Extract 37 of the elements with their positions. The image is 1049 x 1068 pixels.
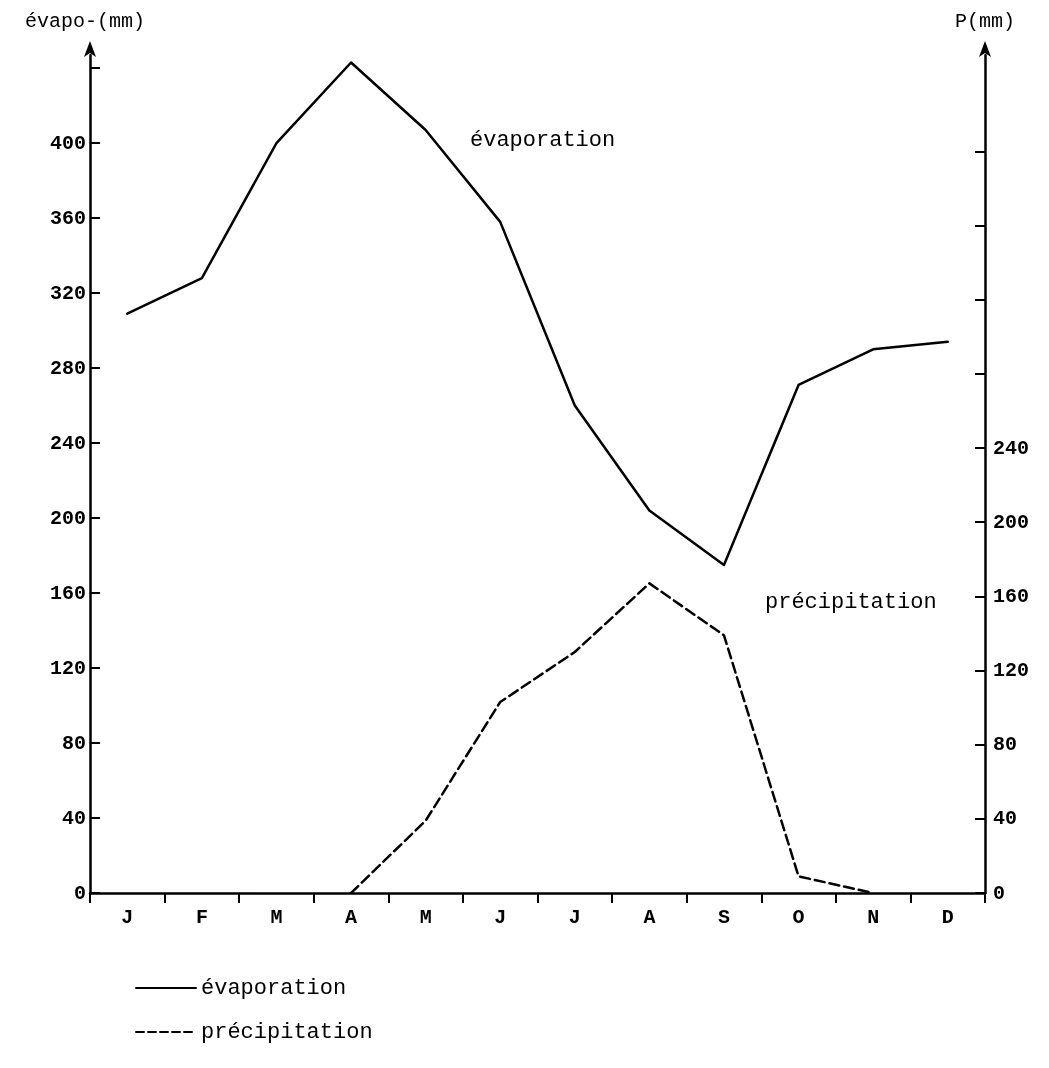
- x-tick-label: M: [270, 905, 283, 929]
- y-tick-label: 80: [61, 731, 86, 755]
- x-tick-label: N: [867, 905, 880, 929]
- y2-tick-label: 40: [993, 807, 1018, 831]
- legend-label: évaporation: [201, 975, 347, 1001]
- y-tick-label: 400: [49, 131, 86, 155]
- x-tick-label: J: [494, 905, 507, 929]
- y-tick-label: 40: [61, 806, 86, 830]
- y-axis-title: évapo-(mm): [24, 9, 146, 33]
- legend-label: précipitation: [201, 1019, 373, 1045]
- x-tick-label: M: [419, 905, 432, 929]
- y-tick-label: 240: [49, 431, 86, 455]
- x-tick-label: A: [345, 905, 358, 929]
- y-tick-label: 200: [49, 506, 86, 530]
- y2-tick-label: 200: [993, 510, 1030, 534]
- line-series: [126, 61, 949, 567]
- y2-tick-label: 240: [993, 436, 1030, 460]
- x-tick-label: A: [643, 905, 656, 929]
- y-tick-label: 280: [49, 356, 86, 380]
- annotation: évaporation: [470, 128, 616, 153]
- x-tick-label: J: [568, 905, 581, 929]
- annotation: précipitation: [765, 590, 937, 615]
- y2-axis-title: P(mm): [954, 9, 1016, 33]
- x-tick-label: D: [941, 905, 954, 929]
- x-tick-label: F: [195, 905, 208, 929]
- y2-tick-label: 120: [993, 659, 1030, 683]
- y2-tick-label: 160: [993, 584, 1030, 608]
- x-tick-label: J: [121, 905, 134, 929]
- y-tick-label: 0: [73, 881, 86, 905]
- y-tick-label: 360: [49, 206, 86, 230]
- y-tick-label: 160: [49, 581, 86, 605]
- y2-tick-label: 80: [993, 733, 1018, 757]
- y-tick-label: 320: [49, 281, 86, 305]
- y-tick-label: 120: [49, 656, 86, 680]
- x-tick-label: O: [792, 905, 805, 929]
- y2-tick-label: 0: [993, 881, 1006, 905]
- x-tick-label: S: [717, 905, 730, 929]
